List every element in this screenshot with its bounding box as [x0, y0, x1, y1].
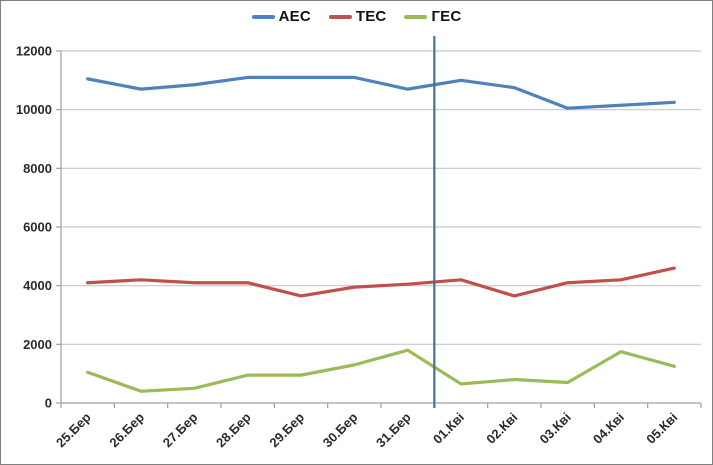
series-line-2 [86, 266, 676, 298]
y-tick-label: 4000 [23, 278, 52, 293]
x-tick-label: 25.Бер [53, 409, 94, 450]
x-tick-label: 31.Бер [373, 409, 414, 450]
x-tick-label: 01.Кві [430, 410, 467, 447]
series-line-1 [86, 75, 676, 110]
x-tick-label: 30.Бер [320, 409, 361, 450]
y-tick-label: 12000 [16, 44, 52, 59]
x-tick-label: 04.Кві [590, 410, 627, 447]
x-tick-label: 27.Бер [160, 409, 201, 450]
x-tick-label: 29.Бер [266, 409, 307, 450]
x-tick-label: 26.Бер [106, 409, 147, 450]
x-tick-label: 05.Кві [643, 410, 680, 447]
x-tick-label: 28.Бер [213, 409, 254, 450]
y-tick-label: 8000 [23, 161, 52, 176]
x-tick-label: 03.Кві [537, 410, 574, 447]
y-tick-label: 6000 [23, 220, 52, 235]
y-tick-label: 2000 [23, 337, 52, 352]
y-tick-label: 0 [45, 396, 52, 411]
x-tick-label: 02.Кві [483, 410, 520, 447]
y-tick-label: 10000 [16, 102, 52, 117]
series-line-3 [86, 348, 676, 393]
